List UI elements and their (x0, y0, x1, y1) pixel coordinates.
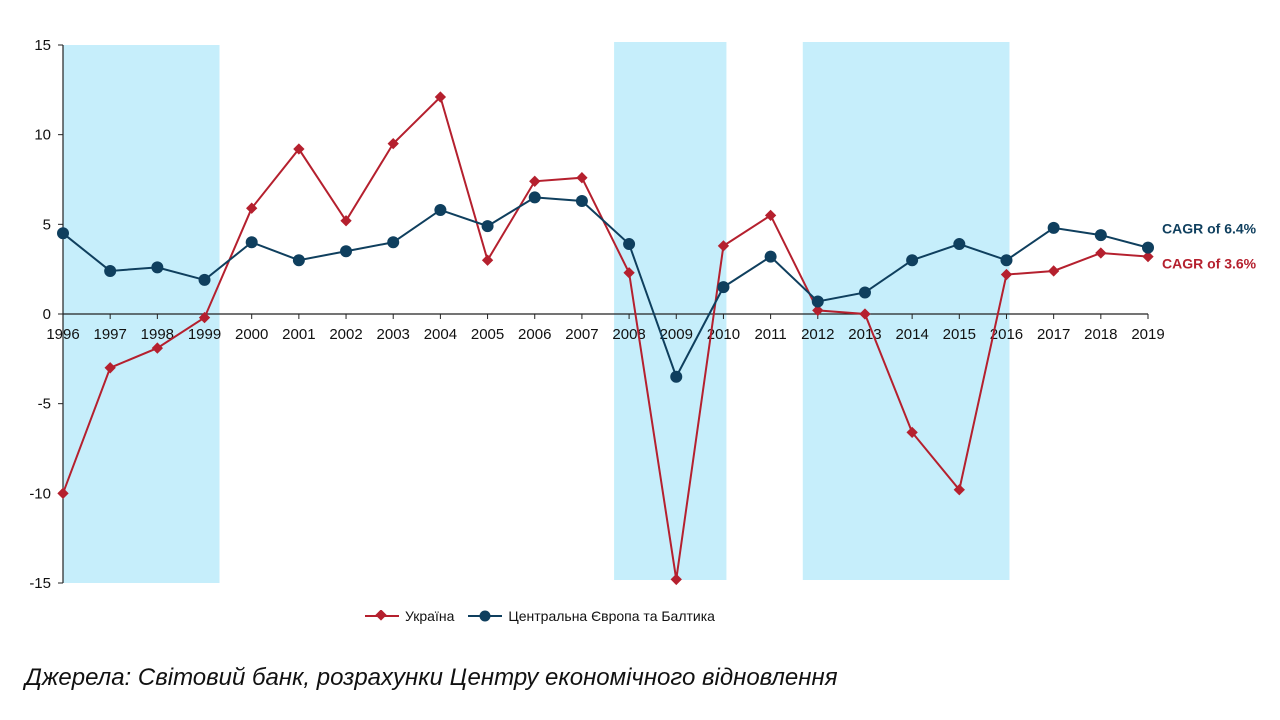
legend-marker-cee (468, 610, 503, 622)
legend-label-cee: Центральна Європа та Балтика (508, 608, 715, 624)
data-point (812, 304, 824, 317)
y-tick-label: 10 (34, 127, 51, 144)
x-tick-label: 2018 (1084, 326, 1117, 343)
data-point (1047, 221, 1060, 234)
x-tick-label: 2015 (943, 326, 976, 343)
y-tick-label: 5 (43, 216, 51, 233)
data-point (387, 236, 400, 249)
series-layer (57, 91, 1154, 586)
y-tick-label: 0 (43, 306, 51, 323)
x-tick-label: 2011 (754, 326, 786, 343)
y-tick-label: 15 (34, 37, 51, 54)
data-point (1094, 229, 1107, 242)
data-point (811, 295, 824, 308)
x-tick-label: 2017 (1037, 326, 1070, 343)
line-chart: 15 10 5 0 -5 -10 -15 1996 1997 1998 1999 2000 2001 20… (29, 37, 1257, 592)
x-tick-label: 1998 (141, 326, 174, 343)
data-point (1047, 265, 1060, 277)
data-point (151, 261, 164, 274)
x-tick-label: 1997 (93, 326, 126, 343)
x-tick-label: 2004 (424, 326, 457, 343)
x-tick-label: 2019 (1131, 326, 1164, 343)
data-point (764, 250, 777, 263)
legend-label-ukraine: Україна (405, 608, 455, 624)
data-point (623, 267, 635, 279)
data-point (293, 143, 305, 155)
data-point (246, 202, 258, 214)
data-point (859, 308, 871, 320)
x-tick-label: 2002 (329, 326, 362, 343)
x-tick-label: 2014 (895, 326, 928, 343)
x-tick-label: 2007 (565, 326, 598, 343)
data-point (1095, 247, 1107, 259)
y-tick-label: -10 (29, 485, 51, 502)
data-point (717, 240, 730, 252)
data-point (953, 484, 965, 496)
x-tick-label: 2006 (518, 326, 551, 343)
x-tick-label: 1996 (46, 326, 79, 343)
data-point (340, 215, 352, 227)
x-tick-label: 2016 (990, 326, 1023, 343)
data-point (529, 175, 541, 187)
data-point (528, 191, 541, 204)
series-cee (57, 191, 1154, 383)
data-point (198, 311, 211, 324)
data-point (292, 254, 305, 267)
data-point (1000, 254, 1013, 267)
x-tick-label: 2008 (612, 326, 645, 343)
series-line (62, 95, 1149, 580)
data-point (670, 370, 683, 383)
cagr-label: CAGR of 3.6% (1162, 256, 1257, 272)
data-point (858, 286, 871, 299)
data-point (1142, 241, 1154, 254)
legend-item-cee: Центральна Європа та Балтика (468, 608, 715, 624)
legend-item-ukraine: Україна (365, 608, 454, 624)
data-point (245, 236, 258, 249)
y-tick-label: -15 (29, 575, 51, 592)
data-point (575, 195, 588, 208)
legend-marker-ukraine (365, 610, 399, 621)
data-point (1000, 268, 1013, 281)
x-tick-label: 2010 (707, 326, 740, 343)
data-point (953, 238, 966, 251)
data-point (764, 209, 777, 222)
data-point (387, 137, 399, 150)
data-point (340, 245, 353, 258)
data-point (198, 273, 211, 286)
axes: 15 10 5 0 -5 -10 -15 1996 1997 1998 1999 2000 2001 20… (29, 37, 1164, 592)
data-point (481, 254, 494, 266)
data-point (717, 281, 730, 294)
data-point (104, 264, 117, 277)
data-point (623, 238, 636, 251)
data-point (481, 220, 494, 233)
data-point (151, 342, 164, 354)
data-point (906, 426, 918, 439)
legend: Україна Центральна Європа та Балтика (365, 608, 729, 624)
data-point (57, 227, 69, 240)
x-tick-label: 2009 (660, 326, 693, 343)
data-point (906, 254, 919, 267)
series-line (62, 196, 1149, 380)
x-tick-label: 2001 (282, 326, 315, 343)
x-tick-label: 2012 (801, 326, 834, 343)
cagr-label: CAGR of 6.4% (1162, 221, 1257, 237)
y-tick-label: -5 (38, 396, 51, 413)
shaded-period (614, 42, 727, 580)
data-point (670, 573, 682, 586)
annotations: CAGR of 6.4% CAGR of 3.6% (1162, 221, 1257, 272)
data-point (576, 172, 588, 184)
x-tick-label: 2000 (235, 326, 268, 343)
x-tick-label: 2005 (471, 326, 504, 343)
source-note: Джерела: Світовий банк, розрахунки Центр… (25, 664, 838, 691)
data-point (434, 203, 447, 216)
series-ukraine (57, 91, 1154, 586)
x-tick-label: 2003 (377, 326, 410, 343)
x-tick-label: 2013 (848, 326, 881, 343)
x-tick-label: 1999 (188, 326, 221, 343)
